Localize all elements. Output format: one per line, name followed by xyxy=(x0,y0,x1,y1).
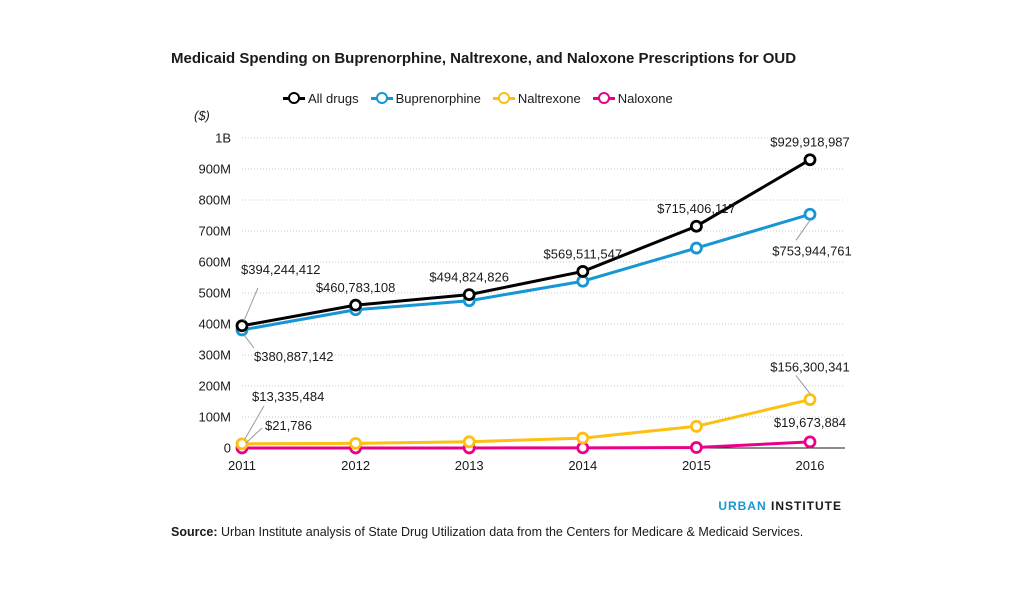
brand-part-urban: URBAN xyxy=(718,499,767,513)
data-point-nal xyxy=(462,435,476,449)
data-point-all xyxy=(235,319,249,333)
annotation-leader xyxy=(243,287,259,321)
legend-swatch xyxy=(283,92,305,104)
legend-label: Naloxone xyxy=(617,90,673,106)
source-text: Urban Institute analysis of State Drug U… xyxy=(221,525,804,539)
data-point-all xyxy=(803,153,817,167)
data-label: $715,406,117 xyxy=(657,201,736,216)
x-tick-label: 2015 xyxy=(682,458,711,473)
y-tick-label: 800M xyxy=(198,193,231,208)
data-label: $13,335,484 xyxy=(252,389,324,404)
data-label: $380,887,142 xyxy=(254,349,334,364)
legend-label: All drugs xyxy=(308,90,359,106)
data-labels: $394,244,412 $460,783,108 $494,824,826 $569… xyxy=(241,135,852,444)
x-tick-label: 2013 xyxy=(455,458,484,473)
series-line-nalox xyxy=(241,440,811,450)
series-line-nal xyxy=(241,398,811,446)
data-label: $494,824,826 xyxy=(429,270,509,285)
data-point-nalox xyxy=(690,441,703,454)
x-tick-label: 2012 xyxy=(341,458,370,473)
y-tick-label: 700M xyxy=(198,224,231,239)
gridlines xyxy=(242,137,845,418)
data-point-nalox xyxy=(803,435,817,449)
legend-label: Naltrexone xyxy=(517,90,581,106)
data-point-nal xyxy=(690,419,703,433)
data-label: $19,673,884 xyxy=(774,415,846,430)
y-tick-label: 1B xyxy=(215,131,231,146)
data-point-nal xyxy=(576,431,590,445)
source-note: Source: Urban Institute analysis of Stat… xyxy=(171,525,803,539)
brand-part-institute: INSTITUTE xyxy=(771,499,842,513)
data-label: $394,244,412 xyxy=(241,262,321,277)
x-tick-label: 2014 xyxy=(568,458,597,473)
data-point-bup xyxy=(690,241,703,255)
annotation-leader xyxy=(244,405,265,440)
legend-swatch xyxy=(370,92,393,104)
data-label: $21,786 xyxy=(265,418,312,433)
series-line-all xyxy=(241,158,811,328)
data-label: $929,918,987 xyxy=(770,135,850,150)
source-label: Source: xyxy=(171,525,218,539)
data-label: $460,783,108 xyxy=(316,280,396,295)
legend-swatch xyxy=(592,92,615,104)
series-lines xyxy=(235,153,817,455)
data-point-all xyxy=(462,288,476,302)
data-label: $753,944,761 xyxy=(772,243,852,258)
data-point-nal xyxy=(349,436,363,450)
data-point-all xyxy=(576,265,590,278)
legend-label: Buprenorphine xyxy=(395,90,481,106)
data-point-all xyxy=(690,219,703,233)
data-label: $156,300,341 xyxy=(770,360,850,375)
annotation-leader xyxy=(243,334,255,349)
legend-item-nal: Naltrexone xyxy=(492,90,581,106)
y-tick-label: 500M xyxy=(198,286,231,301)
brand-logo: URBAN INSTITUTE xyxy=(718,499,842,513)
y-tick-label: 100M xyxy=(198,410,231,425)
x-tick-label: 2016 xyxy=(796,458,825,473)
y-tick-label: 600M xyxy=(198,255,231,270)
legend-item-nalox: Naloxone xyxy=(592,90,673,106)
data-point-bup xyxy=(803,207,817,221)
y-tick-label: 300M xyxy=(198,348,231,363)
legend-item-all: All drugs xyxy=(283,91,359,106)
y-tick-label: 400M xyxy=(198,317,231,332)
data-label: $569,511,547 xyxy=(544,246,623,261)
data-point-nal xyxy=(803,393,817,406)
x-tick-label: 2011 xyxy=(228,458,256,473)
y-tick-label: 900M xyxy=(198,162,231,177)
y-tick-label: 0 xyxy=(224,441,231,456)
annotation-leader xyxy=(795,219,811,241)
chart-title: Medicaid Spending on Buprenorphine, Nalt… xyxy=(171,50,797,67)
data-point-nal xyxy=(235,437,249,451)
y-unit-label: ($) xyxy=(194,108,210,123)
annotation-leader xyxy=(795,375,811,394)
legend-item-bup: Buprenorphine xyxy=(370,90,481,106)
legend: All drugs Buprenorphine Naltrexone Naloxone xyxy=(283,88,685,108)
y-tick-label: 200M xyxy=(198,379,231,394)
legend-swatch xyxy=(492,92,515,104)
annotation-leader xyxy=(245,427,263,444)
data-point-all xyxy=(349,298,363,312)
series-line-bup xyxy=(241,212,811,332)
